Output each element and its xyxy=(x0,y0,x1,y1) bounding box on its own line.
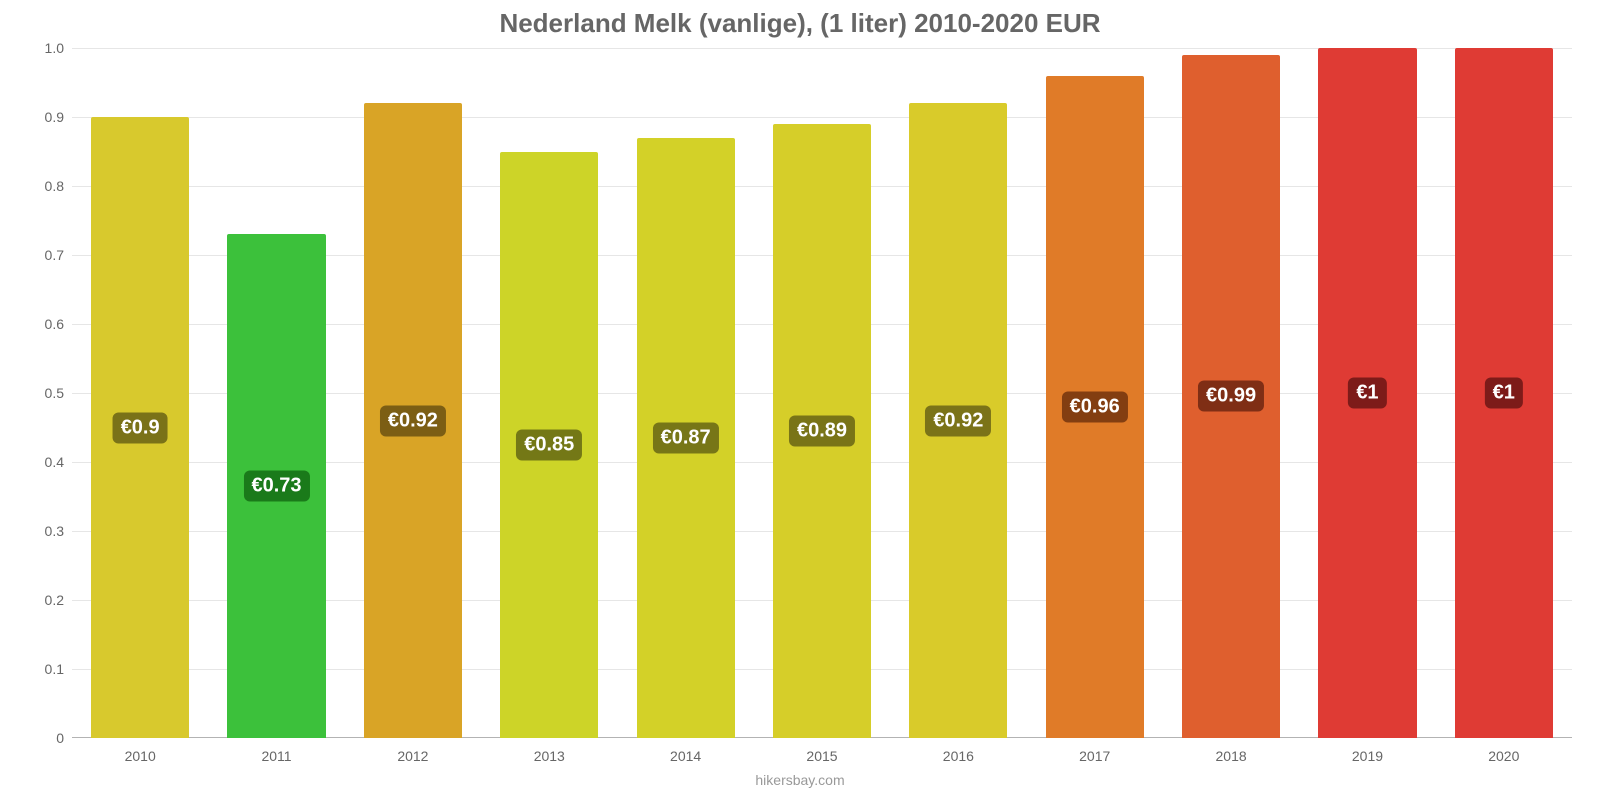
y-tick-label: 0.9 xyxy=(45,109,72,125)
bar: €1 xyxy=(1318,48,1416,738)
bar: €1 xyxy=(1455,48,1553,738)
y-tick-label: 0.3 xyxy=(45,523,72,539)
y-tick-label: 0.6 xyxy=(45,316,72,332)
y-tick-label: 0.1 xyxy=(45,661,72,677)
x-tick-label: 2015 xyxy=(806,738,837,764)
x-tick-label: 2013 xyxy=(534,738,565,764)
bar: €0.92 xyxy=(909,103,1007,738)
y-tick-label: 0.2 xyxy=(45,592,72,608)
bar-value-label: €0.92 xyxy=(380,405,446,436)
bar: €0.96 xyxy=(1046,76,1144,738)
bar-value-label: €1 xyxy=(1348,378,1386,409)
x-tick-label: 2020 xyxy=(1488,738,1519,764)
x-tick-label: 2018 xyxy=(1216,738,1247,764)
chart-title: Nederland Melk (vanlige), (1 liter) 2010… xyxy=(0,0,1600,39)
bar: €0.9 xyxy=(91,117,189,738)
bar-chart: Nederland Melk (vanlige), (1 liter) 2010… xyxy=(0,0,1600,800)
y-tick-label: 1.0 xyxy=(45,40,72,56)
bar-value-label: €0.96 xyxy=(1062,391,1128,422)
bar: €0.99 xyxy=(1182,55,1280,738)
y-tick-label: 0.4 xyxy=(45,454,72,470)
y-tick-label: 0.5 xyxy=(45,385,72,401)
bar-value-label: €0.89 xyxy=(789,415,855,446)
y-tick-label: 0.8 xyxy=(45,178,72,194)
bar-value-label: €0.73 xyxy=(244,471,310,502)
x-tick-label: 2012 xyxy=(397,738,428,764)
y-tick-label: 0.7 xyxy=(45,247,72,263)
bar-value-label: €0.87 xyxy=(653,422,719,453)
bar-value-label: €0.85 xyxy=(516,429,582,460)
y-tick-label: 0 xyxy=(56,730,72,746)
bar: €0.87 xyxy=(637,138,735,738)
x-tick-label: 2017 xyxy=(1079,738,1110,764)
x-tick-label: 2010 xyxy=(125,738,156,764)
attribution-text: hikersbay.com xyxy=(755,772,844,788)
bar-value-label: €1 xyxy=(1485,378,1523,409)
bar-value-label: €0.92 xyxy=(925,405,991,436)
x-tick-label: 2019 xyxy=(1352,738,1383,764)
bar-value-label: €0.99 xyxy=(1198,381,1264,412)
bar: €0.92 xyxy=(364,103,462,738)
bar: €0.89 xyxy=(773,124,871,738)
x-tick-label: 2011 xyxy=(261,738,291,764)
bar-value-label: €0.9 xyxy=(113,412,168,443)
plot-area: 00.10.20.30.40.50.60.70.80.91.0€0.92010€… xyxy=(72,48,1572,738)
bar: €0.85 xyxy=(500,152,598,739)
x-tick-label: 2014 xyxy=(670,738,701,764)
bar: €0.73 xyxy=(227,234,325,738)
x-tick-label: 2016 xyxy=(943,738,974,764)
